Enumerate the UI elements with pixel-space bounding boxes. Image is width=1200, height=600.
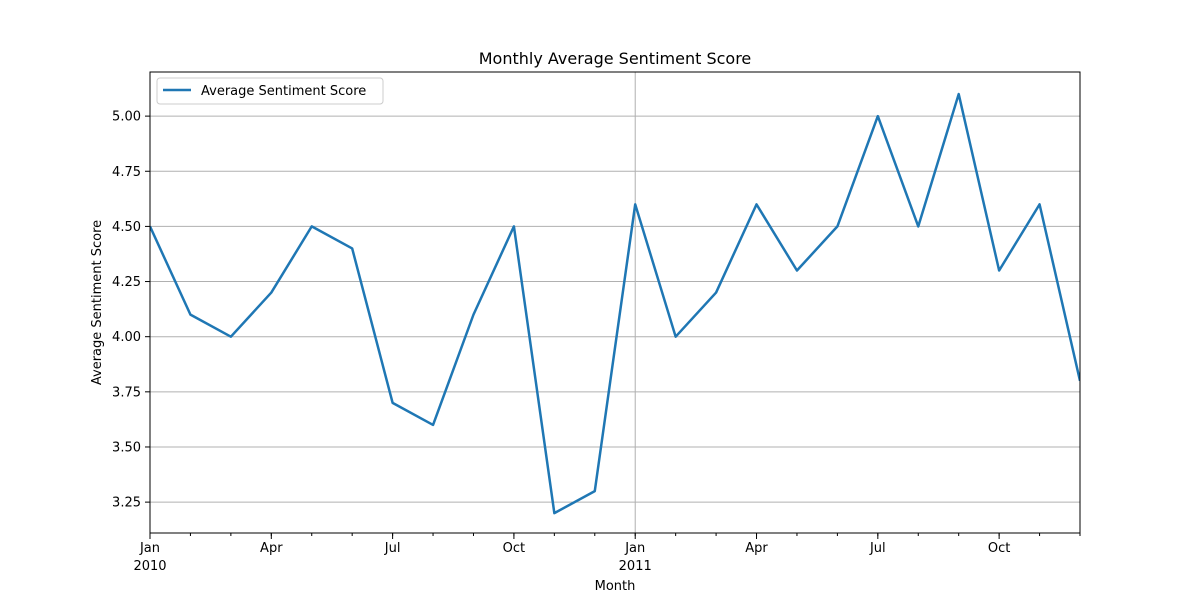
y-tick-label: 4.50 (112, 220, 141, 235)
legend: Average Sentiment Score (156, 77, 384, 105)
y-tick-label: 3.50 (112, 440, 141, 455)
plot-frame (149, 71, 1081, 534)
x-tick-label: Oct (503, 541, 525, 556)
series-line (150, 92, 1080, 515)
y-tick-label: 4.75 (112, 165, 141, 180)
y-tick-label: 3.25 (112, 496, 141, 511)
chart-title: Monthly Average Sentiment Score (479, 49, 752, 68)
x-tick-label: Apr (745, 541, 768, 556)
x-tick-label: Apr (260, 541, 283, 556)
y-tick-label: 4.00 (112, 330, 141, 345)
x-tick-label: Jan (624, 541, 645, 556)
x-tick-label: Oct (988, 541, 1010, 556)
axis-ticks: 3.25 3.50 3.75 4.00 4.25 4.50 4.75 5.00 Jan 2010 A… (112, 110, 1081, 574)
x-tick-label: Jul (869, 541, 886, 556)
x-tick-label: Jul (384, 541, 401, 556)
y-axis-title: Average Sentiment Score (90, 220, 105, 385)
legend-label: Average Sentiment Score (201, 84, 366, 99)
y-tick-label: 5.00 (112, 110, 141, 125)
x-axis-title: Month (595, 579, 636, 594)
y-tick-label: 4.25 (112, 275, 141, 290)
x-tick-label: Jan (139, 541, 160, 556)
x-tick-year-label: 2010 (133, 559, 166, 574)
series-lines (150, 92, 1080, 515)
x-tick-year-label: 2011 (619, 559, 652, 574)
legend-box (156, 77, 384, 105)
y-tick-label: 3.75 (112, 385, 141, 400)
